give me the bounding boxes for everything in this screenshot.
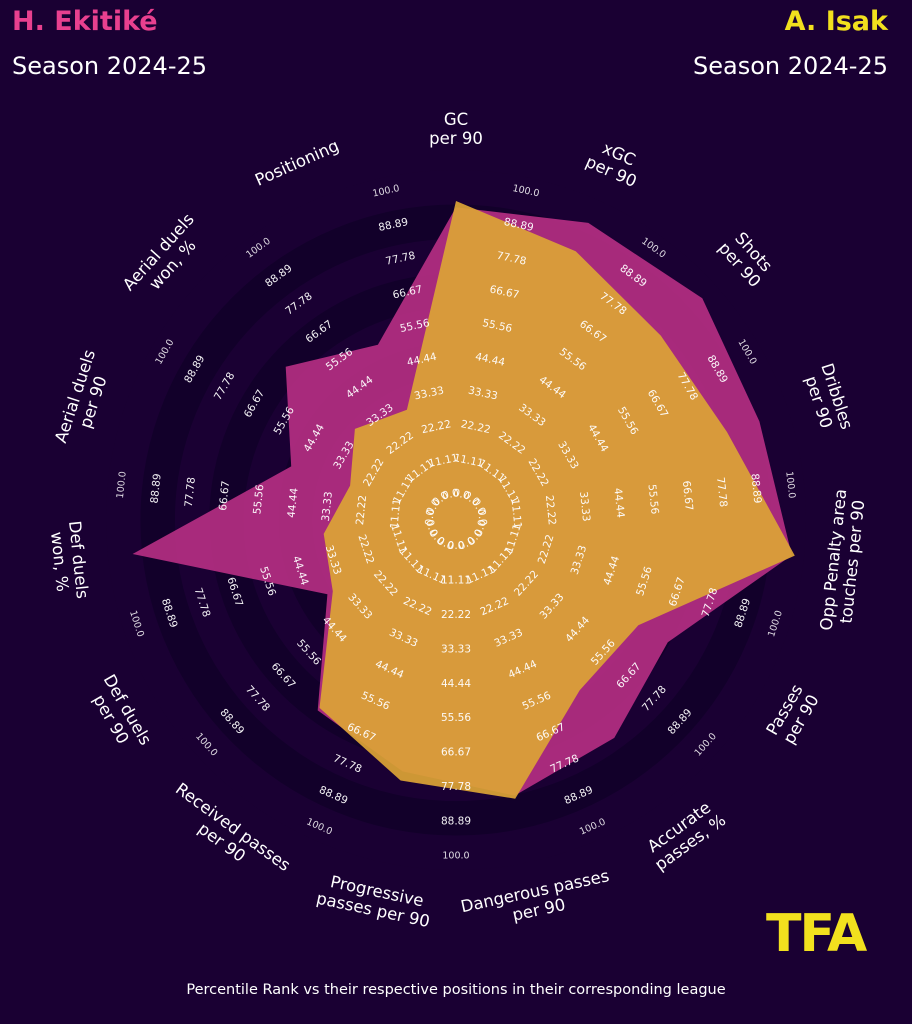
tick-label: 0.0 <box>423 508 437 526</box>
tick-label: 0.0 <box>441 487 460 502</box>
tfa-logo: TFA <box>766 904 867 964</box>
series-polygon-2 <box>319 201 795 799</box>
tick-label: 100.0 <box>442 851 469 862</box>
player2-season: Season 2024-25 <box>692 52 888 80</box>
tick-label: 22.22 <box>441 609 471 621</box>
tick-label: 11.11 <box>441 574 471 586</box>
tick-label: 22.22 <box>354 495 369 526</box>
tick-label: 0.0 <box>452 487 471 502</box>
player2-name: A. Isak <box>784 6 888 37</box>
tick-label: 0.0 <box>448 540 465 552</box>
metric-label: Positioning <box>252 136 342 190</box>
tick-label: 55.56 <box>251 483 266 514</box>
tick-label: 100.0 <box>115 471 129 499</box>
metric-label-line: GC <box>444 110 468 129</box>
tick-label: 88.89 <box>441 816 471 828</box>
tick-label: 0.0 <box>472 518 489 538</box>
metric-label-line: Positioning <box>252 136 342 190</box>
tick-label: 66.67 <box>217 480 232 511</box>
tick-label: 77.78 <box>441 781 471 793</box>
tick-label: 33.33 <box>320 491 335 522</box>
tick-label: 100.0 <box>783 471 797 499</box>
player1-name: H. Ekitiké <box>12 6 158 37</box>
tick-label: 0.0 <box>423 518 440 538</box>
radar-series <box>132 201 795 799</box>
tick-label: 11.11 <box>509 498 524 529</box>
tick-label: 77.78 <box>714 477 729 508</box>
footer-caption: Percentile Rank vs their respective posi… <box>186 982 726 998</box>
tick-label: 44.44 <box>611 487 626 518</box>
tick-label: 55.56 <box>441 712 471 724</box>
tick-label: 66.67 <box>680 480 695 511</box>
tick-label: 66.67 <box>441 747 471 759</box>
tick-label: 11.11 <box>388 498 403 529</box>
tick-label: 33.33 <box>441 643 471 655</box>
metric-label-line: per 90 <box>429 129 483 148</box>
player1-season: Season 2024-25 <box>12 52 208 80</box>
tick-label: 0.0 <box>475 508 489 526</box>
tick-label: 33.33 <box>577 491 592 522</box>
tick-label: 77.78 <box>183 477 198 508</box>
tick-label: 44.44 <box>441 678 471 690</box>
tick-label: 88.89 <box>149 473 164 504</box>
tick-label: 55.56 <box>646 484 661 515</box>
tick-label: 22.22 <box>543 495 558 526</box>
tick-label: 88.89 <box>748 473 763 504</box>
tick-label: 44.44 <box>286 487 301 518</box>
